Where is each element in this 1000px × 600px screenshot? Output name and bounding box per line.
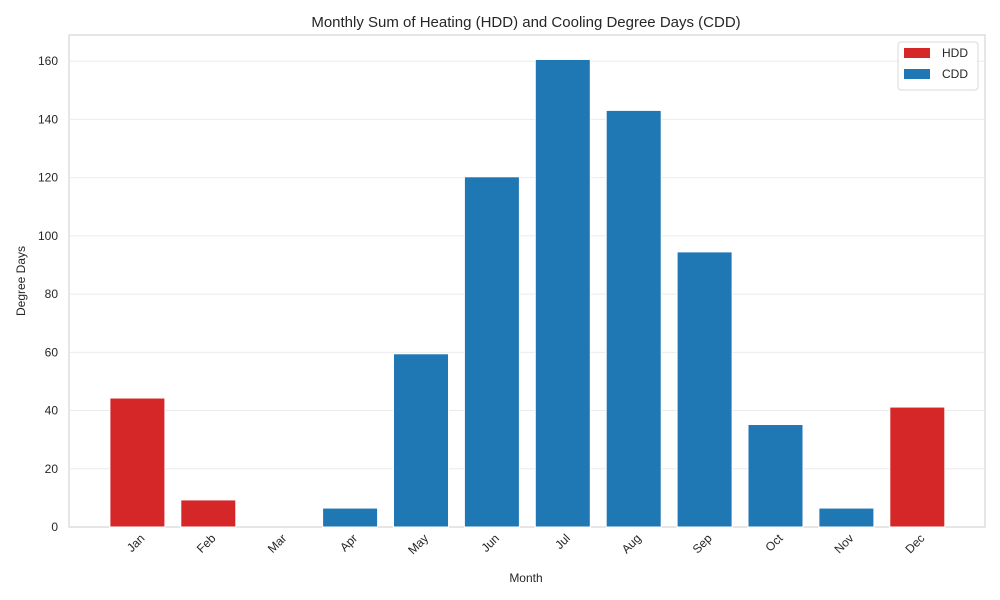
x-tick-label: Feb — [194, 531, 219, 556]
x-tick-label: Dec — [902, 531, 927, 556]
bar-cdd-apr — [322, 507, 379, 528]
grid-lines — [69, 60, 985, 470]
y-tick-label: 40 — [45, 404, 59, 418]
legend-swatch-hdd — [904, 48, 930, 58]
bar-hdd-feb — [180, 499, 237, 528]
x-tick-label: Oct — [763, 531, 787, 555]
x-tick-label: Sep — [690, 531, 715, 556]
y-tick-label: 60 — [45, 345, 59, 359]
bar-cdd-aug — [605, 109, 662, 528]
bar-cdd-sep — [676, 251, 733, 528]
bar-cdd-nov — [818, 507, 875, 528]
y-tick-label: 80 — [45, 287, 59, 301]
y-axis-ticks: 0 20 40 60 80 100 120 140 160 — [38, 54, 58, 534]
bar-hdd-jan — [109, 397, 166, 528]
y-tick-label: 140 — [38, 112, 58, 126]
y-tick-label: 0 — [51, 520, 58, 534]
x-tick-label: Nov — [832, 531, 857, 556]
bar-cdd-jun — [463, 176, 520, 528]
legend-label-cdd: CDD — [942, 67, 968, 81]
y-tick-label: 120 — [38, 171, 58, 185]
bar-cdd-jul — [534, 58, 591, 528]
y-tick-label: 160 — [38, 54, 58, 68]
legend: HDD CDD — [897, 41, 979, 91]
x-tick-label: May — [405, 531, 431, 557]
x-tick-label: Jun — [478, 531, 502, 555]
legend-swatch-cdd — [904, 69, 930, 79]
bars — [109, 58, 946, 528]
x-tick-label: Mar — [265, 531, 290, 556]
x-axis-ticks: Jan Feb Mar Apr May Jun Jul Aug Sep Oct Nov Dec — [124, 531, 927, 557]
x-axis-label: Month — [509, 571, 542, 585]
x-tick-label: Aug — [619, 531, 644, 556]
plot-area — [68, 34, 986, 528]
chart-title: Monthly Sum of Heating (HDD) and Cooling… — [311, 14, 740, 31]
bar-cdd-oct — [747, 424, 804, 528]
y-axis-label: Degree Days — [14, 246, 28, 316]
bar-hdd-dec — [889, 406, 946, 528]
y-tick-label: 20 — [45, 462, 59, 476]
y-tick-label: 100 — [38, 229, 58, 243]
x-tick-label: Apr — [337, 531, 360, 554]
legend-label-hdd: HDD — [942, 46, 968, 60]
x-tick-label: Jul — [552, 531, 573, 552]
bar-cdd-may — [393, 353, 449, 528]
x-tick-label: Jan — [124, 531, 148, 555]
